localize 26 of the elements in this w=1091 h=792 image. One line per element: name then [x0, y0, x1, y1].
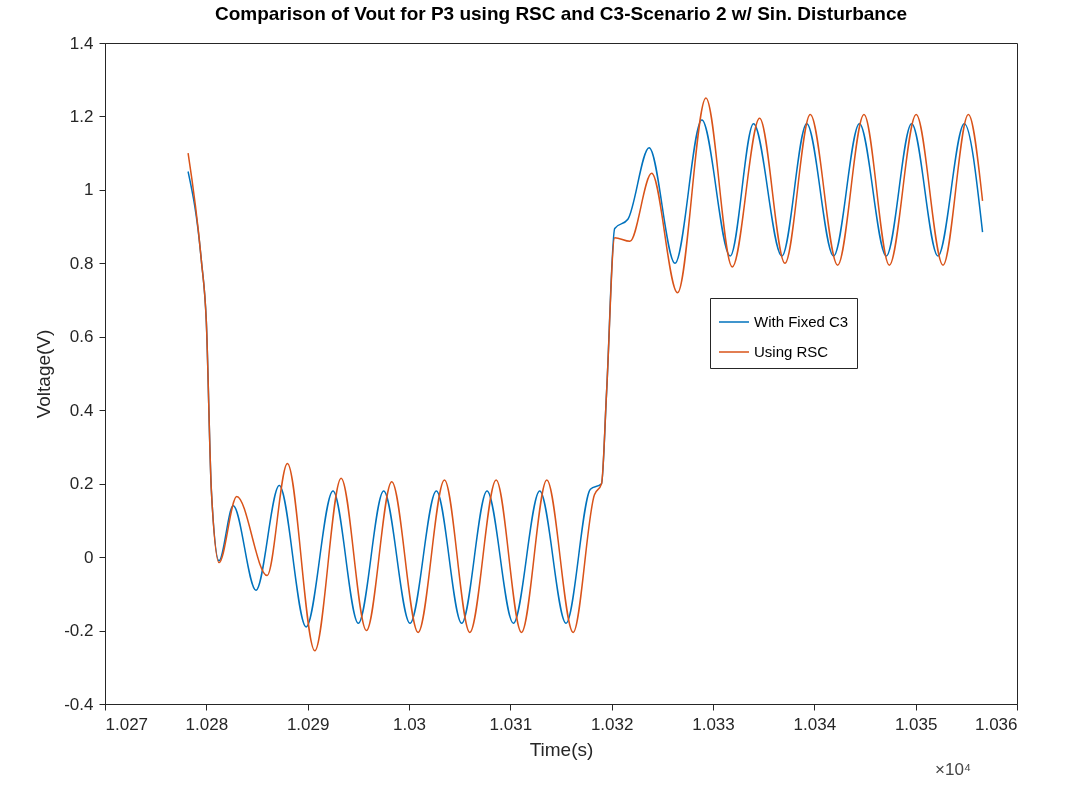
x-tick-label: 1.034 [793, 714, 837, 734]
y-tick-label: 1.2 [69, 106, 94, 126]
x-tick-label: 1.032 [590, 714, 634, 734]
y-tick-label: -0.2 [64, 621, 94, 641]
x-tick-label: 1.033 [692, 714, 735, 734]
x-tick-label: 1.029 [286, 714, 330, 734]
y-axis-title: Voltage(V) [33, 329, 55, 419]
x-tick-label: 1.03 [392, 714, 427, 734]
text: ×10⁴ [935, 760, 972, 780]
legend-label: Using RSC [754, 343, 829, 360]
y-tick-label: 0.8 [69, 253, 94, 273]
y-tick-label: 0.2 [69, 474, 94, 494]
y-tick-label: 0.4 [69, 400, 94, 420]
x-tick-label: 1.036 [974, 714, 1018, 734]
x-tick-label: 1.028 [185, 714, 229, 734]
y-tick-label: 1 [84, 180, 94, 200]
legend-label: With Fixed C3 [754, 313, 849, 330]
x-tick-label: 1.035 [894, 714, 938, 734]
chart-title: Comparison of Vout for P3 using RSC and C3-Scenario 2 w/ Sin. Disturbance [214, 3, 908, 24]
x-tick-label: 1.027 [105, 714, 149, 734]
y-tick-label: 0.6 [69, 327, 94, 347]
x-tick-label: 1.031 [489, 714, 533, 734]
y-tick-label: 0 [84, 547, 94, 567]
y-tick-label: 1.4 [69, 33, 94, 53]
y-tick-label: -0.4 [64, 694, 94, 714]
x-axis-title: Time(s) [529, 738, 594, 760]
